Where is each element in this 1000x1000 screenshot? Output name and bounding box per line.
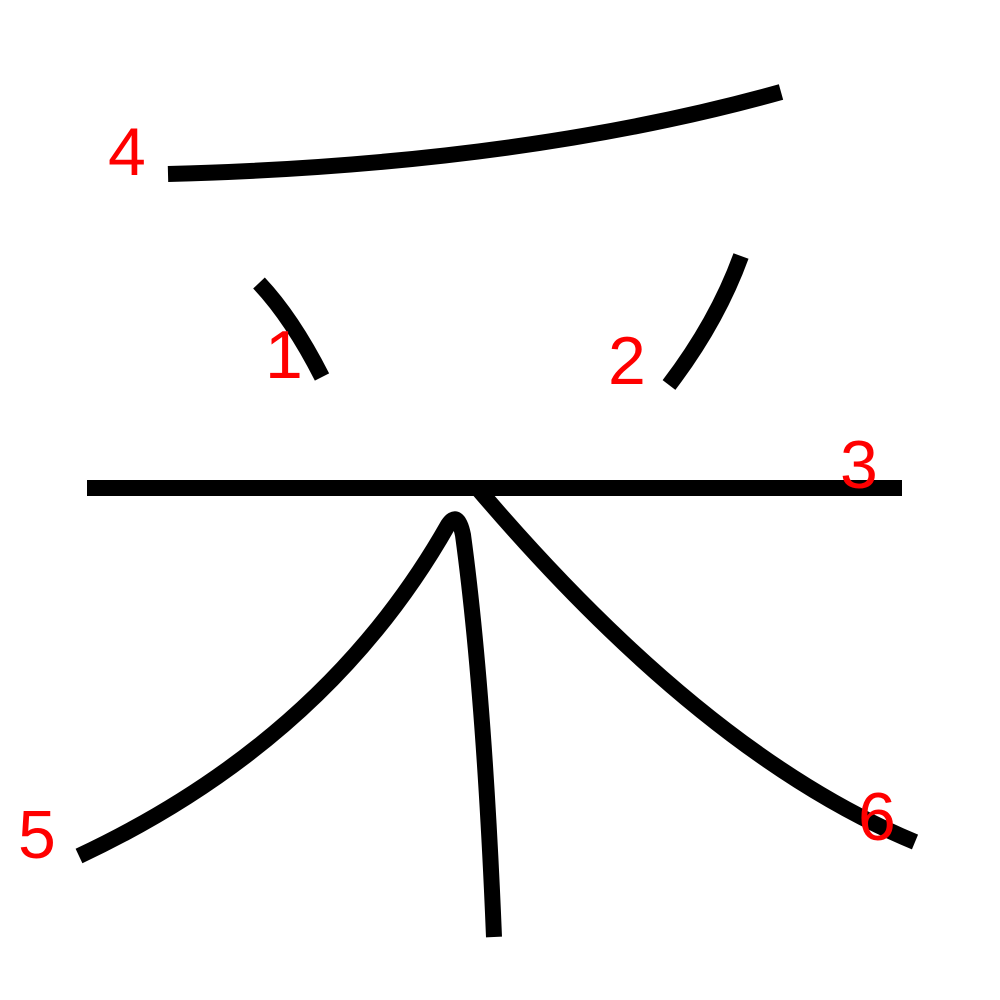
- stroke-label-1: 1: [265, 317, 303, 393]
- stroke-label-2: 2: [608, 323, 646, 399]
- stroke-label-5: 5: [18, 797, 56, 873]
- stroke-label-4: 4: [108, 114, 146, 190]
- stroke-label-3: 3: [840, 427, 878, 503]
- stroke-2: [662, 253, 749, 390]
- stroke-1: [253, 277, 330, 381]
- stroke-4: [167, 84, 784, 182]
- stroke-5: [75, 511, 502, 938]
- stroke-label-6: 6: [858, 779, 896, 855]
- stroke-6: [472, 484, 919, 850]
